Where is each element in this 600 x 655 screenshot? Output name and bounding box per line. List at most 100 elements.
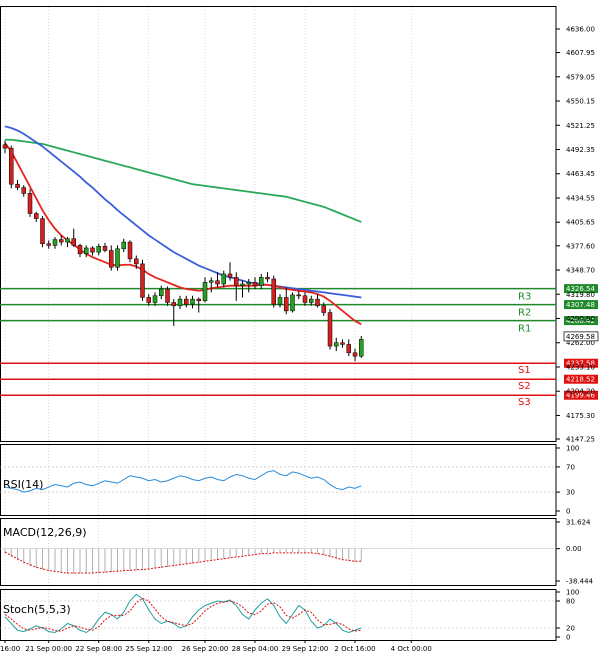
panel-frame [0, 589, 557, 641]
candle [21, 185, 26, 197]
macd-tick-label: 0.00 [566, 545, 582, 553]
candle [46, 240, 51, 249]
level-label-s3: S3 [518, 397, 531, 408]
level-price-tag: 4237.58 [566, 360, 595, 368]
candle [134, 255, 139, 269]
candle [65, 237, 70, 248]
stoch-k-line [4, 593, 362, 634]
candle [52, 237, 58, 249]
candle [90, 246, 95, 256]
moving-average-slow [5, 138, 362, 223]
candle-body [277, 297, 283, 305]
level-label-r2: R2 [518, 308, 531, 319]
candle-body [127, 241, 133, 260]
stoch-tick-label: 20 [566, 625, 575, 633]
level-price-tag-bg [564, 374, 598, 384]
candle-body [146, 297, 151, 303]
candle [265, 272, 270, 283]
candle [59, 235, 64, 246]
macd-title: MACD(12,26,9) [3, 526, 87, 539]
level-label-s2: S2 [518, 381, 531, 392]
candle [196, 297, 201, 313]
candle [15, 179, 20, 191]
candle-body [184, 298, 189, 305]
price-tick-label: 4290.90 [566, 315, 595, 323]
candle [340, 339, 345, 348]
candle-body [177, 298, 183, 307]
candle-body [27, 193, 33, 214]
level-price-tag: 4326.54 [566, 285, 595, 293]
stoch-tick-label: 100 [566, 589, 579, 597]
indicator-panels: 100 70 30 0 RSI(14) 31.624 0.00 -38.444 MACD(12,… [0, 445, 594, 642]
candle-body [59, 239, 64, 243]
candle-body [34, 213, 39, 219]
candle [84, 245, 89, 258]
candle [240, 280, 245, 298]
stoch-tick-label: 0 [566, 634, 570, 642]
candle [227, 262, 233, 281]
candle-body [134, 258, 139, 265]
candle-body [315, 298, 320, 307]
candle-body [215, 280, 220, 285]
candle [77, 243, 83, 258]
candle-body [84, 247, 89, 255]
macd-tick-label: -38.444 [566, 578, 594, 586]
candle [121, 238, 126, 253]
candle-body [121, 241, 126, 250]
level-price-tag: 4288.42 [566, 317, 595, 325]
candle-body [334, 342, 339, 347]
candle-body [271, 278, 276, 305]
candle-body [309, 298, 314, 303]
panel-frame [0, 518, 557, 586]
rsi-line [4, 470, 362, 493]
candle [271, 275, 276, 308]
candle [34, 211, 39, 222]
level-price-tag-bg [564, 358, 598, 368]
candle [221, 270, 226, 288]
candle-body [46, 243, 51, 246]
candle-body [152, 295, 158, 303]
candle-body [77, 245, 83, 255]
candle-body [340, 342, 345, 345]
candle-body [71, 238, 76, 246]
candle [109, 245, 114, 271]
candle [277, 294, 283, 308]
candle [302, 292, 308, 306]
candle-body [321, 305, 326, 313]
candle [284, 287, 289, 315]
candle-body [302, 295, 308, 303]
moving-average-fast [4, 142, 362, 326]
panel-frame [0, 444, 557, 516]
candle [140, 259, 145, 301]
price-tick-label: 4463.45 [566, 170, 595, 178]
price-tick-label: 4636.00 [566, 26, 595, 34]
candle [115, 245, 120, 271]
candle [190, 295, 195, 309]
stoch-d-line [4, 597, 362, 632]
time-axis: 16:00 21 Sep 00:00 22 Sep 08:00 25 Sep 12:0… [0, 640, 432, 653]
price-tick-label: 4405.65 [566, 219, 595, 227]
level-price-tag-bg [564, 300, 598, 310]
candle [309, 295, 314, 306]
candle [334, 337, 339, 352]
candle-body [221, 273, 226, 285]
candle [40, 216, 45, 248]
candle-body [265, 277, 270, 280]
time-tick-label: 22 Sep 08:00 [75, 645, 122, 653]
candle-body [290, 294, 295, 312]
time-tick-label: 26 Sep 20:00 [182, 645, 229, 653]
current-price-tag-bg [563, 331, 599, 342]
price-tick-label: 4550.15 [566, 98, 595, 106]
panel-frames [0, 6, 557, 641]
panel-frame [0, 6, 557, 442]
candle-body [209, 280, 214, 283]
price-tick-label: 4147.25 [566, 436, 595, 444]
candle-body [2, 144, 8, 149]
candle-body [190, 298, 195, 305]
candle-body [234, 277, 239, 286]
time-tick-label: 28 Sep 04:00 [232, 645, 279, 653]
candle-body [196, 298, 201, 302]
macd-signal-line [4, 551, 362, 574]
